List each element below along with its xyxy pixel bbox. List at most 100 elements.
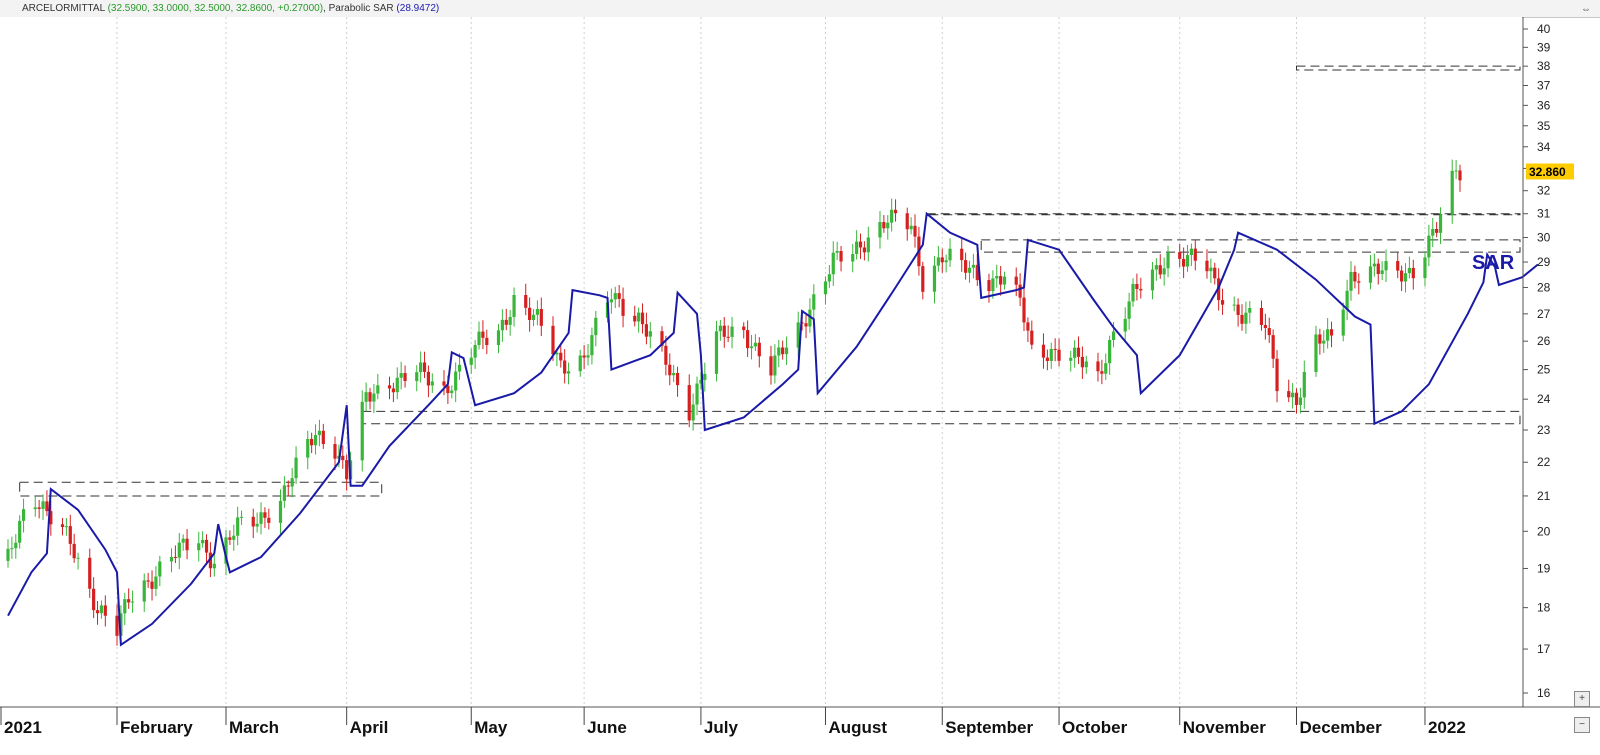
zoom-out-icon[interactable]: −: [1574, 717, 1590, 733]
candle: [21, 498, 26, 533]
scroll-icon[interactable]: ⇔: [1581, 4, 1594, 15]
candle: [1150, 261, 1155, 300]
candle: [539, 297, 543, 337]
candle: [1454, 160, 1458, 179]
candle: [1193, 239, 1197, 271]
candle: [1158, 254, 1162, 279]
candle: [360, 390, 364, 472]
y-tick: 26: [1523, 334, 1551, 348]
candle: [1368, 255, 1373, 290]
candle: [1045, 349, 1049, 371]
candle: [835, 241, 839, 260]
candle: [882, 215, 886, 233]
candle: [535, 300, 540, 326]
last-price-box: [1526, 163, 1574, 180]
candle: [201, 531, 205, 548]
candle: [524, 283, 528, 316]
candle: [1376, 258, 1380, 285]
candle: [1341, 302, 1345, 342]
candle: [730, 316, 734, 349]
candle: [197, 531, 201, 562]
candle: [419, 351, 423, 383]
candle: [477, 321, 481, 350]
x-tick-label: October: [1062, 718, 1128, 737]
candle: [415, 365, 419, 392]
candle: [1189, 243, 1193, 266]
candle: [372, 383, 376, 414]
y-tick: 36: [1523, 98, 1551, 112]
candle: [457, 353, 462, 380]
candle: [321, 423, 325, 449]
candle: [722, 317, 726, 348]
candle: [1353, 265, 1357, 289]
candle: [454, 362, 458, 403]
candle: [1326, 318, 1330, 349]
candle: [169, 548, 174, 573]
candle: [1438, 207, 1443, 245]
candle: [1396, 251, 1400, 279]
y-tick-label: 39: [1537, 40, 1551, 54]
x-tick-label: 2022: [1428, 718, 1466, 737]
y-tick: 31: [1523, 207, 1551, 221]
candle: [18, 515, 22, 549]
candle: [855, 230, 859, 260]
candle: [1236, 298, 1240, 327]
y-tick: 21: [1523, 489, 1551, 503]
y-tick-label: 23: [1537, 423, 1551, 437]
candle: [99, 600, 104, 619]
candle: [948, 238, 952, 268]
candle: [617, 285, 621, 308]
zoom-in-icon[interactable]: +: [1574, 691, 1590, 707]
candle: [1178, 244, 1182, 268]
candle: [1127, 292, 1131, 330]
chart-header: ARCELORMITTAL (32.5900, 33.0000, 32.5000…: [0, 0, 1600, 18]
x-tick-label: April: [350, 718, 389, 737]
y-tick-label: 29: [1537, 255, 1551, 269]
candle: [1123, 307, 1127, 342]
y-tick: 24: [1523, 392, 1551, 406]
x-tick-label: February: [120, 718, 193, 737]
candlestick-chart[interactable]: SAR 161718192021222324252627282930313233…: [0, 17, 1600, 755]
candle: [1271, 329, 1275, 369]
candle: [746, 320, 750, 357]
y-tick-label: 32: [1537, 184, 1551, 198]
y-tick-label: 38: [1537, 59, 1551, 73]
candle: [644, 312, 649, 345]
candle: [49, 500, 53, 536]
candle: [1329, 321, 1334, 348]
candle: [294, 446, 298, 484]
candle: [913, 214, 917, 248]
candle: [594, 310, 598, 347]
candle: [450, 385, 454, 399]
candle: [481, 320, 485, 350]
candle: [637, 307, 641, 333]
candle: [753, 334, 758, 351]
candle: [14, 534, 18, 559]
candle: [1314, 325, 1318, 377]
candle: [1380, 261, 1384, 281]
candle: [675, 366, 680, 397]
candle: [158, 555, 162, 587]
candle: [703, 362, 707, 392]
candle: [154, 566, 158, 597]
candle: [784, 336, 789, 365]
candle: [1080, 346, 1085, 379]
window-controls[interactable]: ⇔: [1581, 1, 1594, 18]
candle: [566, 362, 571, 385]
candle: [485, 329, 489, 355]
candle: [236, 506, 240, 546]
candle: [609, 288, 613, 314]
y-tick: 27: [1523, 307, 1551, 321]
candle: [726, 325, 730, 342]
x-tick-label: August: [828, 718, 887, 737]
candle: [1318, 328, 1322, 355]
candle: [967, 260, 972, 283]
candle: [1069, 350, 1073, 372]
candle: [469, 348, 473, 374]
candle: [278, 489, 283, 535]
candle: [1322, 330, 1326, 353]
y-tick: 22: [1523, 455, 1551, 469]
x-tick-label: May: [474, 718, 508, 737]
y-tick-label: 22: [1537, 455, 1551, 469]
candle: [228, 530, 232, 545]
